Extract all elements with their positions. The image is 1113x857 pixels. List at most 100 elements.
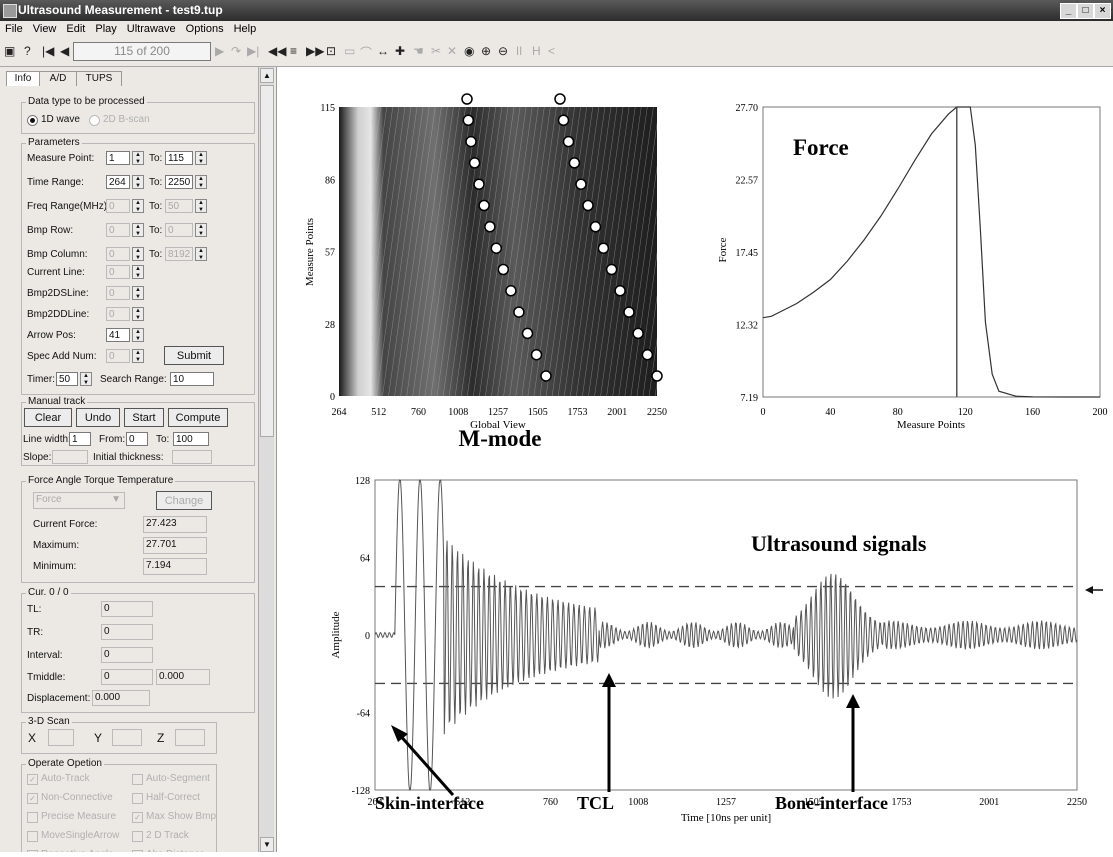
time-range-to-spin[interactable]: ▲ ▼ [195,175,207,189]
target-icon[interactable]: ◉ [464,44,475,58]
loop-icon[interactable]: ↷ [231,44,242,58]
track-point[interactable] [462,114,475,127]
scroll-down-icon[interactable]: ▼ [260,837,274,852]
track-point[interactable] [540,370,552,382]
maximize-button[interactable]: □ [1077,3,1094,19]
track-point[interactable] [632,327,644,340]
spec-add-field[interactable]: 0 [106,349,130,363]
bmp-column-from-spin[interactable]: ▲ ▼ [132,247,144,261]
zoom-out-icon[interactable]: ⊖ [498,44,509,58]
freq-range-to-spin[interactable]: ▲ ▼ [195,199,207,213]
hand-icon[interactable]: ☚ [413,44,424,58]
freq-range-to[interactable]: 50 [165,199,193,213]
operate-checkbox[interactable]: ✓ [27,793,38,804]
track-point[interactable] [582,199,594,212]
bmp2dd-field[interactable]: 0 [106,307,130,321]
force-select[interactable]: Force ▼ [33,492,125,509]
menu-options[interactable]: Options [185,23,224,35]
rect-icon[interactable]: ▭ [344,44,356,58]
track-point[interactable] [554,93,566,105]
menu-view[interactable]: View [32,23,57,35]
operate-checkbox[interactable]: ✓ [132,812,143,823]
operate-checkbox[interactable] [132,793,143,804]
x-field[interactable] [48,729,74,746]
last-frame-icon[interactable]: ▶| [247,44,260,58]
arrow-pos-spin[interactable]: ▲ ▼ [132,328,144,342]
track-point[interactable] [484,221,496,233]
track-point[interactable] [513,306,525,318]
operate-checkbox[interactable] [27,850,38,852]
track-point[interactable] [468,157,481,169]
horizontal-arrow-icon[interactable]: ↔ [377,44,389,58]
current-line-field[interactable]: 0 [106,265,130,279]
track-point[interactable] [530,348,543,361]
undo-button[interactable]: Undo [76,408,120,427]
freq-range-from-spin[interactable]: ▲ ▼ [132,199,144,213]
operate-checkbox[interactable] [132,850,143,852]
first-frame-icon[interactable]: |◀ [42,44,55,58]
track-point[interactable] [497,263,510,276]
bmp2ds-field[interactable]: 0 [106,286,130,300]
menu-edit[interactable]: Edit [66,23,86,35]
from-field[interactable]: 0 [126,432,148,446]
cut-icon[interactable]: ✂ [431,44,442,58]
h-icon[interactable]: H [532,44,541,58]
arrow-pos-field[interactable]: 41 [106,328,130,342]
timer-spin[interactable]: ▲ ▼ [80,372,92,386]
start-button[interactable]: Start [124,408,164,427]
bmp-column-from[interactable]: 0 [106,247,130,261]
track-point[interactable] [641,348,654,361]
operate-checkbox[interactable] [132,774,143,785]
time-range-from[interactable]: 264 [106,175,130,189]
clear-button[interactable]: Clear [24,408,72,427]
spec-add-spin[interactable]: ▲ ▼ [132,349,144,363]
bars-icon[interactable]: ǀǀ [516,44,523,58]
bmp-column-to[interactable]: 8192 [165,247,193,261]
tab-tups[interactable]: TUPS [76,71,122,86]
change-button[interactable]: Change [156,491,212,510]
operate-checkbox[interactable] [132,831,143,842]
track-point[interactable] [521,327,534,340]
track-point[interactable] [473,178,485,190]
current-line-spin[interactable]: ▲ ▼ [132,265,144,279]
menu-help[interactable]: Help [233,23,257,35]
crosshair-icon[interactable]: ✚ [395,44,406,58]
track-point[interactable] [575,178,587,190]
track-point[interactable] [465,135,477,148]
minimize-button[interactable]: _ [1060,3,1077,19]
y-field[interactable] [112,729,142,746]
track-point[interactable] [597,242,610,254]
track-point[interactable] [478,199,490,212]
measure-point-to[interactable]: 115 [165,151,193,165]
freq-range-from[interactable]: 0 [106,199,130,213]
panel-scrollbar[interactable]: ▲ ▼ [258,67,274,852]
bmp2dd-spin[interactable]: ▲ ▼ [132,307,144,321]
radio-1d-wave[interactable] [27,115,38,126]
track-point[interactable] [623,306,635,318]
next-frame-icon[interactable]: ▶ [215,44,225,58]
measure-point-to-spin[interactable]: ▲ ▼ [195,151,207,165]
timer-field[interactable]: 50 [56,372,78,386]
rewind-icon[interactable]: ◀◀ [268,44,287,58]
track-point[interactable] [589,221,602,233]
bmp-row-to-spin[interactable]: ▲ ▼ [195,223,207,237]
time-range-from-spin[interactable]: ▲ ▼ [132,175,144,189]
monitor-icon[interactable]: ⊡ [326,44,337,58]
bmp-column-to-spin[interactable]: ▲ ▼ [195,247,207,261]
compute-button[interactable]: Compute [168,408,228,427]
menu-ultrawave[interactable]: Ultrawave [126,23,176,35]
time-range-to[interactable]: 2250 [165,175,193,189]
bmp2ds-spin[interactable]: ▲ ▼ [132,286,144,300]
prev-frame-icon[interactable]: ◀ [60,44,70,58]
track-point[interactable] [505,285,517,297]
bmp-row-from[interactable]: 0 [106,223,130,237]
menu-file[interactable]: File [5,23,23,35]
operate-checkbox[interactable] [27,812,38,823]
frame-counter[interactable]: 115 of 200 [73,42,211,61]
angle-icon[interactable]: < [548,44,556,58]
submit-button[interactable]: Submit [164,346,224,365]
measure-point-from-spin[interactable]: ▲ ▼ [132,151,144,165]
operate-checkbox[interactable]: ✓ [27,774,38,785]
track-point[interactable] [490,242,503,254]
to-field[interactable]: 100 [173,432,209,446]
